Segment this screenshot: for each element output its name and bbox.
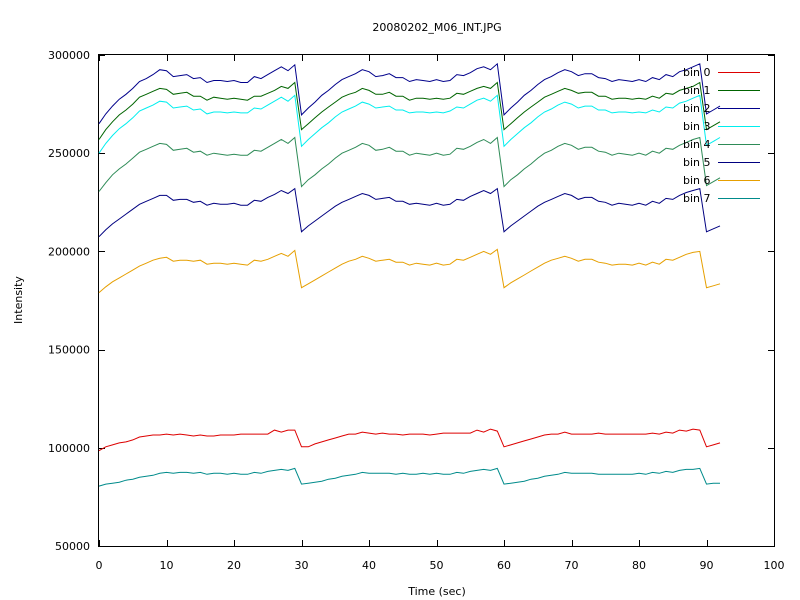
legend-label: bin 4 [683,138,711,151]
y-tick-label: 300000 [48,49,90,62]
y-tick-label: 50000 [55,540,90,553]
plot-area-frame [98,54,775,547]
x-axis: 0 10 20 30 40 50 60 70 80 90 100 [96,55,785,572]
series-line-bin-2 [98,62,721,124]
x-tick-label: 70 [565,559,579,572]
x-axis-label: Time (sec) [407,585,466,598]
series-lines [98,62,721,487]
y-axis-label: Intensity [12,276,25,324]
legend-label: bin 0 [683,66,711,79]
legend-label: bin 5 [683,156,711,169]
x-tick-label: 0 [96,559,103,572]
series-line-bin-7 [98,467,720,487]
series-line-bin-3 [98,94,721,154]
x-tick-label: 50 [430,559,444,572]
legend-label: bin 3 [683,120,711,133]
y-tick-label: 250000 [48,147,90,160]
x-tick-label: 100 [764,559,785,572]
legend: bin 0 bin 1 bin 2 bin 3 bin 4 bin 5 bin 6 bin 7 [683,66,760,205]
series-line-bin-6 [98,248,721,293]
y-axis: 50000 100000 150000 200000 250000 300000 [48,49,774,553]
chart-title: 20080202_M06_INT.JPG [372,21,501,34]
y-tick-label: 200000 [48,245,90,258]
legend-label: bin 2 [683,102,711,115]
y-tick-label: 150000 [48,344,90,357]
x-tick-label: 10 [160,559,174,572]
series-line-bin-1 [98,81,721,140]
legend-label: bin 1 [683,84,711,97]
x-tick-label: 30 [295,559,309,572]
series-line-bin-4 [98,136,721,192]
x-tick-label: 80 [632,559,646,572]
y-tick-label: 100000 [48,442,90,455]
x-tick-label: 20 [227,559,241,572]
x-tick-label: 40 [362,559,376,572]
series-line-bin-0 [98,428,721,452]
x-tick-label: 90 [700,559,714,572]
legend-label: bin 6 [683,174,711,187]
legend-label: bin 7 [683,192,711,205]
series-line-bin-5 [98,187,721,238]
x-tick-label: 60 [497,559,511,572]
